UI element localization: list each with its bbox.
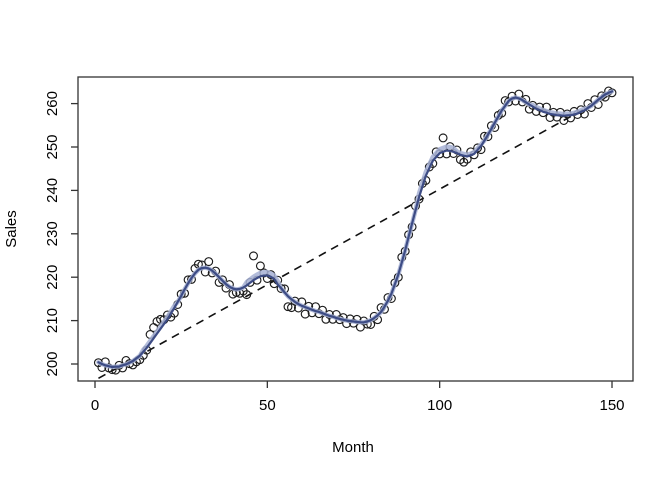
loess-smooth-line [97,90,614,369]
y-tick-label: 200 [44,351,61,376]
data-point [438,133,448,143]
y-axis: 200 210 220 230 240 250 260 [44,91,78,377]
y-tick-label: 240 [44,178,61,203]
loess-band-line [96,89,615,370]
x-tick-label: 100 [427,397,452,414]
x-axis-title: Month [332,439,374,456]
plot-border [77,76,634,382]
regression-dashed-line [98,92,613,380]
x-axis: 0 50 100 150 [91,381,625,414]
data-point [283,302,293,312]
data-point [255,261,265,271]
y-tick-label: 210 [44,308,61,333]
x-tick-label: 150 [599,397,624,414]
data-point [300,309,310,319]
data-point [242,290,252,300]
x-tick-label: 0 [91,397,99,414]
data-point [204,257,214,267]
y-tick-label: 260 [44,91,61,116]
y-tick-label: 220 [44,265,61,290]
y-tick-label: 250 [44,134,61,159]
y-tick-label: 230 [44,221,61,246]
x-tick-label: 50 [259,397,276,414]
data-point [249,251,258,261]
data-points [93,86,617,375]
y-axis-title: Sales [3,210,20,248]
